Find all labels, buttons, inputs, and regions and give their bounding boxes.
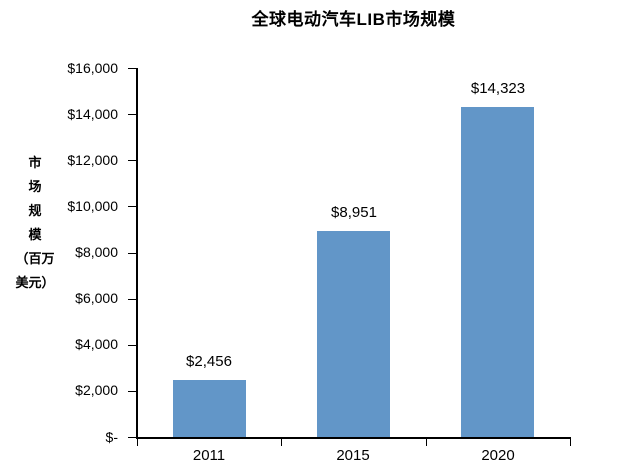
y-tick-mark — [128, 391, 136, 392]
y-tick-label: $14,000 — [67, 106, 118, 122]
bar-value-label: $8,951 — [331, 204, 377, 221]
x-tick-mark — [137, 439, 138, 446]
y-axis-title-line: 美元） — [15, 275, 55, 290]
y-tick-label: $10,000 — [67, 198, 118, 214]
y-tick-label: $16,000 — [67, 60, 118, 76]
y-axis-title: 市场规模 （百万美元） — [6, 151, 64, 295]
x-category-label: 2020 — [481, 447, 515, 464]
y-tick-mark — [128, 114, 136, 115]
bar-2020 — [461, 107, 534, 437]
x-tick-mark — [570, 439, 571, 446]
x-axis-line — [136, 437, 571, 439]
y-tick-mark — [128, 299, 136, 300]
x-tick-mark — [426, 439, 427, 446]
bar-value-label: $14,323 — [470, 80, 526, 97]
y-tick-mark — [128, 160, 136, 161]
y-axis-title-line: （百万 — [15, 251, 55, 266]
y-tick-label: $4,000 — [75, 336, 118, 352]
y-tick-mark — [128, 345, 136, 346]
x-category-label: 2011 — [192, 447, 226, 464]
y-axis-title-line: 规 — [28, 203, 42, 218]
y-tick-label: $2,000 — [75, 382, 118, 398]
y-tick-label: $6,000 — [75, 290, 118, 306]
y-tick-mark — [128, 206, 136, 207]
x-tick-mark — [281, 439, 282, 446]
x-category-label: 2015 — [336, 447, 370, 464]
y-tick-label: $12,000 — [67, 152, 118, 168]
y-tick-label: $8,000 — [75, 244, 118, 260]
y-axis-title-line: 市 — [28, 155, 42, 170]
y-tick-label: $- — [105, 429, 118, 445]
chart-title: 全球电动汽车LIB市场规模 — [251, 10, 456, 29]
y-axis-title-line: 模 — [28, 227, 42, 242]
bar-value-label: $2,456 — [186, 353, 232, 370]
bar-2011 — [173, 380, 246, 437]
bar-2015 — [317, 231, 390, 437]
y-tick-mark — [128, 68, 136, 69]
y-axis-title-line: 场 — [28, 179, 42, 194]
y-tick-mark — [128, 437, 136, 438]
y-tick-mark — [128, 253, 136, 254]
y-axis-line — [136, 68, 138, 439]
